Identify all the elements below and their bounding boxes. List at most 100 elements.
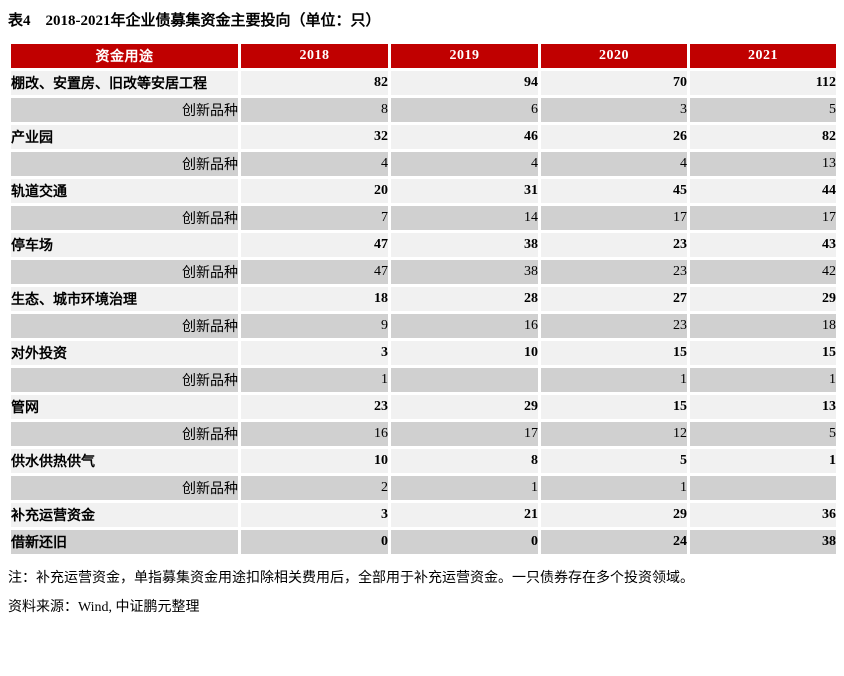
table-row: 供水供热供气 10 8 5 1 [8,446,839,476]
value-cell: 12 [538,419,690,449]
column-header-year: 2019 [388,41,541,71]
value-cell: 21 [388,500,541,530]
usage-label: 停车场 [8,230,241,260]
table-row: 创新品种 1 1 1 [8,365,839,395]
value-cell: 23 [538,230,690,260]
value-cell: 70 [538,68,690,98]
usage-label: 棚改、安置房、旧改等安居工程 [8,68,241,98]
table-body: 棚改、安置房、旧改等安居工程 82 94 70 112 创新品种 8 6 3 5 产业园 32 46 26… [8,68,839,557]
innovation-sub-label: 创新品种 [8,203,241,233]
value-cell: 9 [238,311,391,341]
value-cell: 7 [238,203,391,233]
value-cell: 38 [687,527,839,557]
table-row: 创新品种 9 16 23 18 [8,311,839,341]
value-cell: 0 [388,527,541,557]
value-cell: 8 [388,446,541,476]
value-cell: 2 [238,473,391,503]
column-header-usage: 资金用途 [8,41,241,71]
table-row: 创新品种 16 17 12 5 [8,419,839,449]
usage-label: 产业园 [8,122,241,152]
value-cell: 38 [388,257,541,287]
value-cell: 13 [687,149,839,179]
table-row: 棚改、安置房、旧改等安居工程 82 94 70 112 [8,68,839,98]
value-cell [687,473,839,503]
table-title: 表4 2018-2021年企业债募集资金主要投向（单位：只） [8,13,381,29]
value-cell: 15 [538,392,690,422]
column-header-year: 2020 [538,41,690,71]
value-cell: 1 [687,446,839,476]
value-cell: 23 [538,311,690,341]
innovation-sub-label: 创新品种 [8,419,241,449]
value-cell: 1 [687,365,839,395]
value-cell: 82 [238,68,391,98]
usage-label: 轨道交通 [8,176,241,206]
table-row: 创新品种 2 1 1 [8,473,839,503]
table-header-row: 资金用途 2018 2019 2020 2021 [8,41,839,71]
usage-label: 管网 [8,392,241,422]
value-cell: 24 [538,527,690,557]
value-cell: 26 [538,122,690,152]
table-row: 产业园 32 46 26 82 [8,122,839,152]
value-cell: 4 [388,149,541,179]
usage-label: 生态、城市环境治理 [8,284,241,314]
value-cell: 5 [538,446,690,476]
value-cell: 17 [388,419,541,449]
value-cell: 38 [388,230,541,260]
table-row: 补充运营资金 3 21 29 36 [8,500,839,530]
innovation-sub-label: 创新品种 [8,257,241,287]
data-source: 资料来源：Wind, 中证鹏元整理 [8,600,200,615]
value-cell: 20 [238,176,391,206]
table-row: 对外投资 3 10 15 15 [8,338,839,368]
table-row: 借新还旧 0 0 24 38 [8,527,839,557]
value-cell: 5 [687,95,839,125]
value-cell: 42 [687,257,839,287]
value-cell: 44 [687,176,839,206]
value-cell: 47 [238,230,391,260]
value-cell: 94 [388,68,541,98]
value-cell: 3 [238,338,391,368]
value-cell: 6 [388,95,541,125]
value-cell: 32 [238,122,391,152]
value-cell: 5 [687,419,839,449]
innovation-sub-label: 创新品种 [8,95,241,125]
value-cell: 0 [238,527,391,557]
value-cell: 29 [388,392,541,422]
column-header-year: 2021 [687,41,839,71]
value-cell: 4 [538,149,690,179]
innovation-sub-label: 创新品种 [8,149,241,179]
table-row: 创新品种 7 14 17 17 [8,203,839,233]
value-cell: 10 [388,338,541,368]
value-cell: 31 [388,176,541,206]
value-cell: 112 [687,68,839,98]
value-cell: 1 [388,473,541,503]
value-cell: 15 [687,338,839,368]
value-cell: 1 [538,365,690,395]
value-cell: 10 [238,446,391,476]
table-row: 生态、城市环境治理 18 28 27 29 [8,284,839,314]
value-cell: 1 [238,365,391,395]
value-cell: 15 [538,338,690,368]
value-cell: 36 [687,500,839,530]
value-cell: 23 [238,392,391,422]
usage-label: 补充运营资金 [8,500,241,530]
value-cell: 47 [238,257,391,287]
value-cell: 23 [538,257,690,287]
value-cell: 14 [388,203,541,233]
value-cell: 3 [538,95,690,125]
value-cell: 28 [388,284,541,314]
table-row: 创新品种 4 4 4 13 [8,149,839,179]
value-cell: 46 [388,122,541,152]
usage-label: 借新还旧 [8,527,241,557]
value-cell: 43 [687,230,839,260]
value-cell: 29 [538,500,690,530]
value-cell: 17 [538,203,690,233]
innovation-sub-label: 创新品种 [8,473,241,503]
table-row: 轨道交通 20 31 45 44 [8,176,839,206]
value-cell: 29 [687,284,839,314]
value-cell: 18 [687,311,839,341]
value-cell: 27 [538,284,690,314]
innovation-sub-label: 创新品种 [8,311,241,341]
table-row: 停车场 47 38 23 43 [8,230,839,260]
value-cell: 8 [238,95,391,125]
